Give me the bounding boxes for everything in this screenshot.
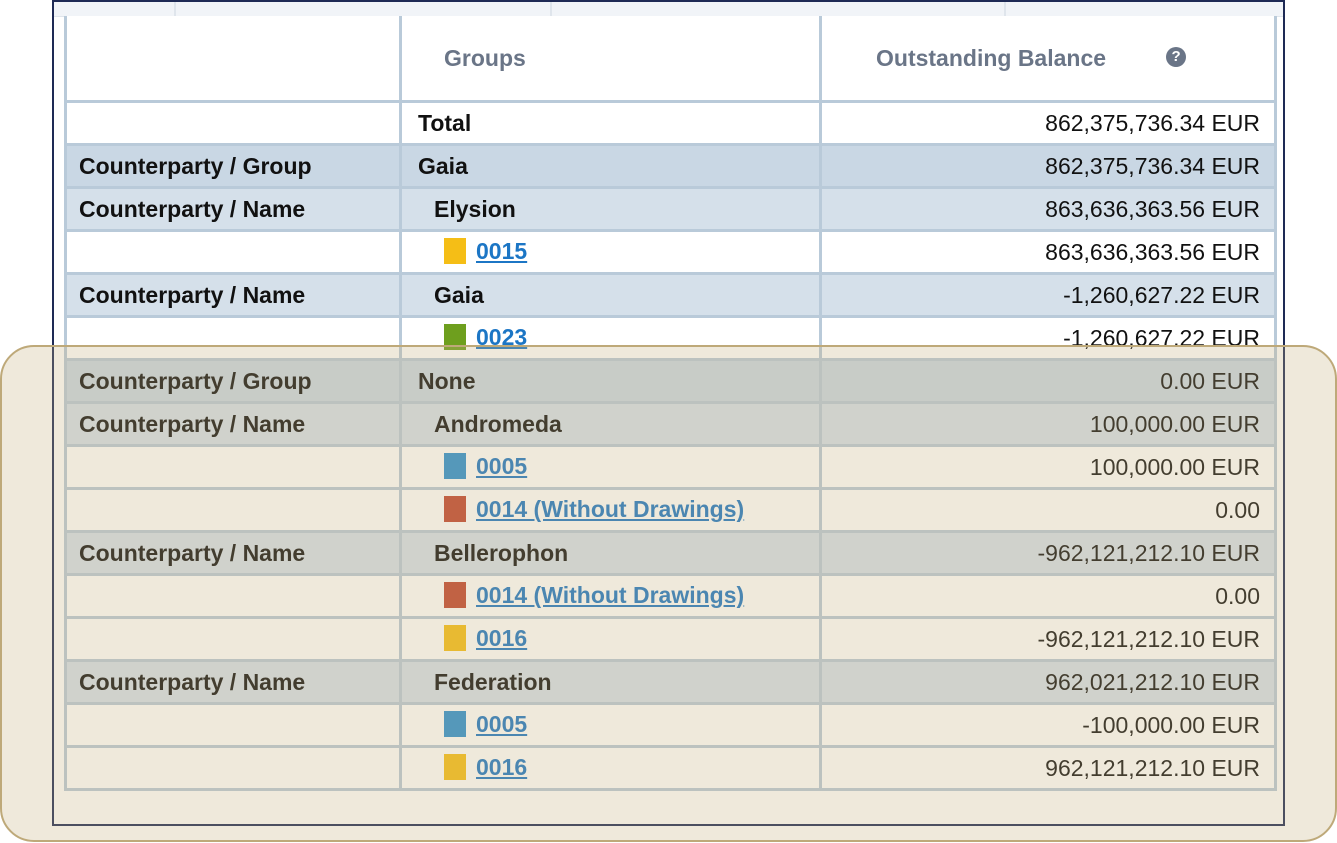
table-row-name: Counterparty / Name Federation 962,021,212… [64, 659, 1277, 705]
row-balance: -100,000.00 EUR [819, 702, 1277, 748]
row-level-label: Counterparty / Group [64, 143, 402, 189]
row-level-label: Counterparty / Name [64, 401, 402, 447]
table-row-total: Total 862,375,736.34 EUR [64, 100, 1277, 146]
row-group-cell: 0014 (Without Drawings) [399, 573, 822, 619]
row-level-label [64, 100, 402, 146]
header-outstanding-balance[interactable]: Outstanding Balance? [819, 16, 1277, 103]
contract-color-swatch [444, 753, 466, 780]
row-level-label: Counterparty / Name [64, 530, 402, 576]
row-balance: 962,021,212.10 EUR [819, 659, 1277, 705]
row-balance: 862,375,736.34 EUR [819, 143, 1277, 189]
table-row-contract: 0016 -962,121,212.10 EUR [64, 616, 1277, 662]
contract-color-swatch [444, 237, 466, 264]
row-balance: -962,121,212.10 EUR [819, 616, 1277, 662]
table-row-contract: 0023 -1,260,627.22 EUR [64, 315, 1277, 361]
header-groups-label: Groups [444, 44, 526, 71]
row-group-cell: 0014 (Without Drawings) [399, 487, 822, 533]
table-row-contract: 0014 (Without Drawings) 0.00 [64, 487, 1277, 533]
row-level-label: Counterparty / Name [64, 186, 402, 232]
row-balance: 863,636,363.56 EUR [819, 186, 1277, 232]
table-row-name: Counterparty / Name Elysion 863,636,363.56… [64, 186, 1277, 232]
contract-color-swatch [444, 495, 466, 522]
row-group-cell: 0016 [399, 616, 822, 662]
row-group-cell: None [399, 358, 822, 404]
contract-link[interactable]: 0005 [476, 711, 528, 738]
row-balance: -1,260,627.22 EUR [819, 272, 1277, 318]
row-group-cell: 0015 [399, 229, 822, 275]
row-group-cell: 0016 [399, 745, 822, 791]
row-level-label [64, 487, 402, 533]
row-balance: 962,121,212.10 EUR [819, 745, 1277, 791]
table-row-name: Counterparty / Name Bellerophon -962,121,2… [64, 530, 1277, 576]
row-balance: 862,375,736.34 EUR [819, 100, 1277, 146]
row-group-cell: Elysion [399, 186, 822, 232]
contract-link[interactable]: 0014 (Without Drawings) [476, 582, 745, 609]
table-row-name: Counterparty / Name Gaia -1,260,627.22 EUR [64, 272, 1277, 318]
header-empty [64, 16, 402, 103]
table-row-name: Counterparty / Name Andromeda 100,000.00 E… [64, 401, 1277, 447]
row-balance: 863,636,363.56 EUR [819, 229, 1277, 275]
row-group-cell: Andromeda [399, 401, 822, 447]
row-group-cell: Federation [399, 659, 822, 705]
table-row-contract: 0005 -100,000.00 EUR [64, 702, 1277, 748]
row-group-cell: 0005 [399, 702, 822, 748]
contract-color-swatch [444, 581, 466, 608]
contract-link[interactable]: 0015 [476, 238, 528, 265]
row-level-label: Counterparty / Group [64, 358, 402, 404]
contract-color-swatch [444, 624, 466, 651]
top-strip [54, 2, 1283, 17]
table-row-contract: 0016 962,121,212.10 EUR [64, 745, 1277, 791]
row-level-label [64, 702, 402, 748]
row-group-cell: 0023 [399, 315, 822, 361]
contract-color-swatch [444, 323, 466, 350]
row-level-label [64, 573, 402, 619]
contract-link[interactable]: 0023 [476, 324, 528, 351]
contract-link[interactable]: 0005 [476, 453, 528, 480]
table-row-group: Counterparty / Group Gaia 862,375,736.34 E… [64, 143, 1277, 189]
row-level-label: Counterparty / Name [64, 272, 402, 318]
row-level-label [64, 444, 402, 490]
header-balance-label: Outstanding Balance [876, 44, 1107, 71]
header-groups[interactable]: Groups [399, 16, 822, 103]
row-group-cell: Gaia [399, 143, 822, 189]
table-row-contract: 0015 863,636,363.56 EUR [64, 229, 1277, 275]
balance-table: Groups Outstanding Balance? Total 862,375… [64, 16, 1277, 791]
row-group-cell: Total [399, 100, 822, 146]
table-row-group: Counterparty / Group None 0.00 EUR [64, 358, 1277, 404]
contract-link[interactable]: 0016 [476, 625, 528, 652]
contract-color-swatch [444, 710, 466, 737]
table-row-contract: 0014 (Without Drawings) 0.00 [64, 573, 1277, 619]
question-circle-icon[interactable]: ? [1166, 47, 1187, 68]
table-row-contract: 0005 100,000.00 EUR [64, 444, 1277, 490]
row-balance: 100,000.00 EUR [819, 444, 1277, 490]
contract-link[interactable]: 0014 (Without Drawings) [476, 496, 745, 523]
contract-link[interactable]: 0016 [476, 754, 528, 781]
row-balance: 100,000.00 EUR [819, 401, 1277, 447]
row-group-cell: Bellerophon [399, 530, 822, 576]
row-balance: -1,260,627.22 EUR [819, 315, 1277, 361]
row-level-label [64, 229, 402, 275]
row-group-cell: 0005 [399, 444, 822, 490]
row-balance: 0.00 [819, 573, 1277, 619]
header-row: Groups Outstanding Balance? [64, 16, 1277, 103]
row-balance: -962,121,212.10 EUR [819, 530, 1277, 576]
row-level-label [64, 745, 402, 791]
row-level-label [64, 616, 402, 662]
row-balance: 0.00 [819, 487, 1277, 533]
report-panel: Groups Outstanding Balance? Total 862,375… [52, 0, 1285, 826]
row-balance: 0.00 EUR [819, 358, 1277, 404]
contract-color-swatch [444, 452, 466, 479]
row-group-cell: Gaia [399, 272, 822, 318]
row-level-label [64, 315, 402, 361]
row-level-label: Counterparty / Name [64, 659, 402, 705]
